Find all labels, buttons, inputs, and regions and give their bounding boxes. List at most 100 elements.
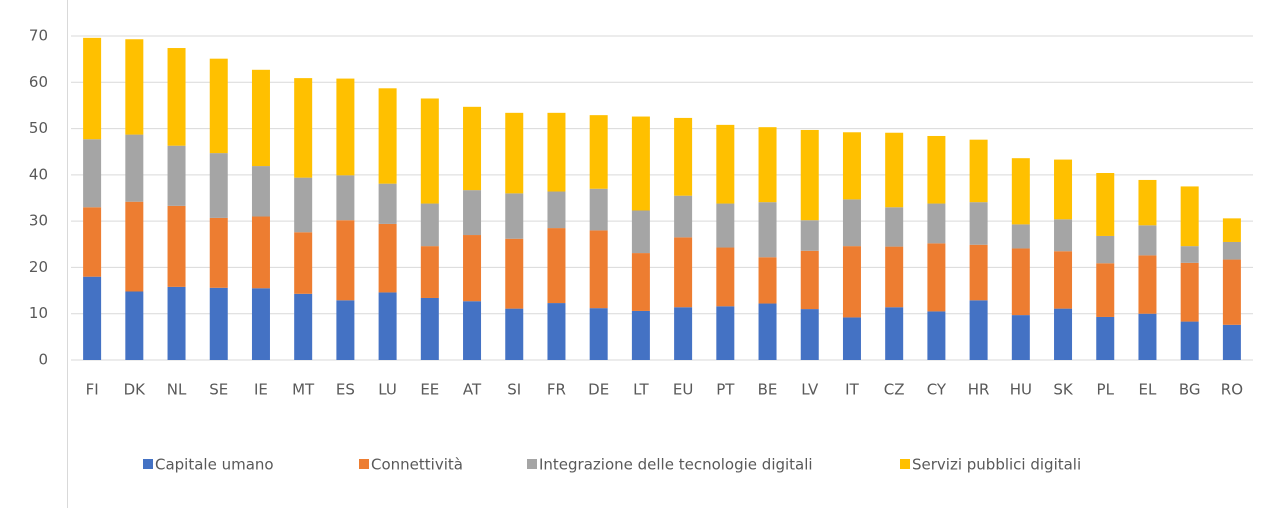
bar-segment xyxy=(209,217,228,288)
bar-segment xyxy=(420,297,439,360)
bar-segment xyxy=(927,203,946,244)
bar-segment xyxy=(83,139,102,208)
x-tick-label: EU xyxy=(673,381,693,399)
bar-segment xyxy=(631,310,650,360)
x-tick-label: SE xyxy=(209,381,228,399)
bar-segment xyxy=(674,195,693,238)
y-tick-label: 0 xyxy=(38,351,48,369)
bar-segment xyxy=(885,246,904,308)
bar-segment xyxy=(336,300,355,360)
legend-label: Capitale umano xyxy=(155,456,274,474)
x-tick-label: LV xyxy=(801,381,819,399)
bar-segment xyxy=(209,287,228,360)
bar-segment xyxy=(336,175,355,221)
bar-segment xyxy=(420,246,439,298)
legend-swatch xyxy=(527,459,537,469)
bar-segment xyxy=(1011,315,1030,360)
y-tick-label: 70 xyxy=(29,27,48,45)
x-tick-label: HU xyxy=(1010,381,1032,399)
bar-segment xyxy=(885,132,904,208)
bar-segment xyxy=(505,308,524,360)
bar-segment xyxy=(547,228,566,304)
bar-segment xyxy=(378,183,397,224)
bar-segment xyxy=(209,58,228,154)
bar-segment xyxy=(885,207,904,247)
x-tick-label: HR xyxy=(968,381,990,399)
bar-segment xyxy=(716,203,735,248)
bar-segment xyxy=(378,292,397,360)
bar-segment xyxy=(1096,173,1115,236)
x-tick-label: MT xyxy=(292,381,315,399)
bar-segment xyxy=(1011,248,1030,316)
x-tick-label: EL xyxy=(1139,381,1157,399)
bar-segment xyxy=(167,286,186,360)
bar-segment xyxy=(125,134,144,202)
bar-segment xyxy=(294,177,313,233)
x-tick-label: FR xyxy=(547,381,566,399)
bar-segment xyxy=(125,291,144,360)
bar-segment xyxy=(1054,251,1073,309)
bar-segment xyxy=(83,276,102,360)
bar-segment xyxy=(125,201,144,292)
bar-segment xyxy=(589,188,608,231)
bar-segment xyxy=(125,39,144,135)
bar-segment xyxy=(842,246,861,318)
bar-segment xyxy=(1222,241,1241,260)
bar-segment xyxy=(1096,263,1115,317)
bar-segment xyxy=(505,193,524,239)
bar-segment xyxy=(251,288,270,360)
bar-segment xyxy=(463,301,482,360)
bar-segment xyxy=(631,210,650,254)
bar-segment xyxy=(1138,313,1157,360)
bar-segment xyxy=(378,223,397,293)
bar-segment xyxy=(1096,235,1115,264)
x-tick-label: LT xyxy=(633,381,649,399)
bar-segment xyxy=(969,139,988,203)
bar-segment xyxy=(294,232,313,294)
bar-segment xyxy=(1054,308,1073,360)
x-tick-label: LU xyxy=(378,381,397,399)
bar-segment xyxy=(294,78,313,178)
x-tick-label: EE xyxy=(420,381,439,399)
x-tick-label: NL xyxy=(167,381,187,399)
legend-label: Connettività xyxy=(371,456,463,474)
bar-segment xyxy=(1138,179,1157,226)
bar-segment xyxy=(927,135,946,204)
bar-segment xyxy=(294,293,313,360)
bar-segment xyxy=(927,243,946,312)
bar-segment xyxy=(167,145,186,206)
bar-segment xyxy=(251,69,270,167)
legend-swatch xyxy=(143,459,153,469)
bar-segment xyxy=(547,112,566,192)
bar-segment xyxy=(674,117,693,196)
x-tick-label: BG xyxy=(1179,381,1201,399)
y-tick-label: 40 xyxy=(29,165,48,183)
bar-segment xyxy=(716,124,735,204)
x-tick-label: RO xyxy=(1221,381,1243,399)
x-tick-label: AT xyxy=(463,381,482,399)
bar-segment xyxy=(800,220,819,251)
bar-segment xyxy=(1054,219,1073,252)
bar-segment xyxy=(336,220,355,301)
bar-segment xyxy=(1011,224,1030,249)
bar-segment xyxy=(463,106,482,191)
x-tick-label: IT xyxy=(845,381,859,399)
bar-segment xyxy=(1180,186,1199,247)
x-tick-label: DK xyxy=(124,381,147,399)
bar-segment xyxy=(969,202,988,245)
x-tick-label: BE xyxy=(758,381,778,399)
bar-segment xyxy=(336,78,355,176)
x-tick-label: ES xyxy=(336,381,355,399)
bar-segment xyxy=(378,88,397,184)
bar-segment xyxy=(800,129,819,221)
y-tick-label: 60 xyxy=(29,73,48,91)
bar-segment xyxy=(420,98,439,204)
bar-segment xyxy=(1011,158,1030,225)
bar-segment xyxy=(463,190,482,236)
x-tick-label: PT xyxy=(716,381,735,399)
x-tick-label: SI xyxy=(507,381,521,399)
bar-segment xyxy=(969,300,988,360)
legend-label: Servizi pubblici digitali xyxy=(912,456,1081,474)
